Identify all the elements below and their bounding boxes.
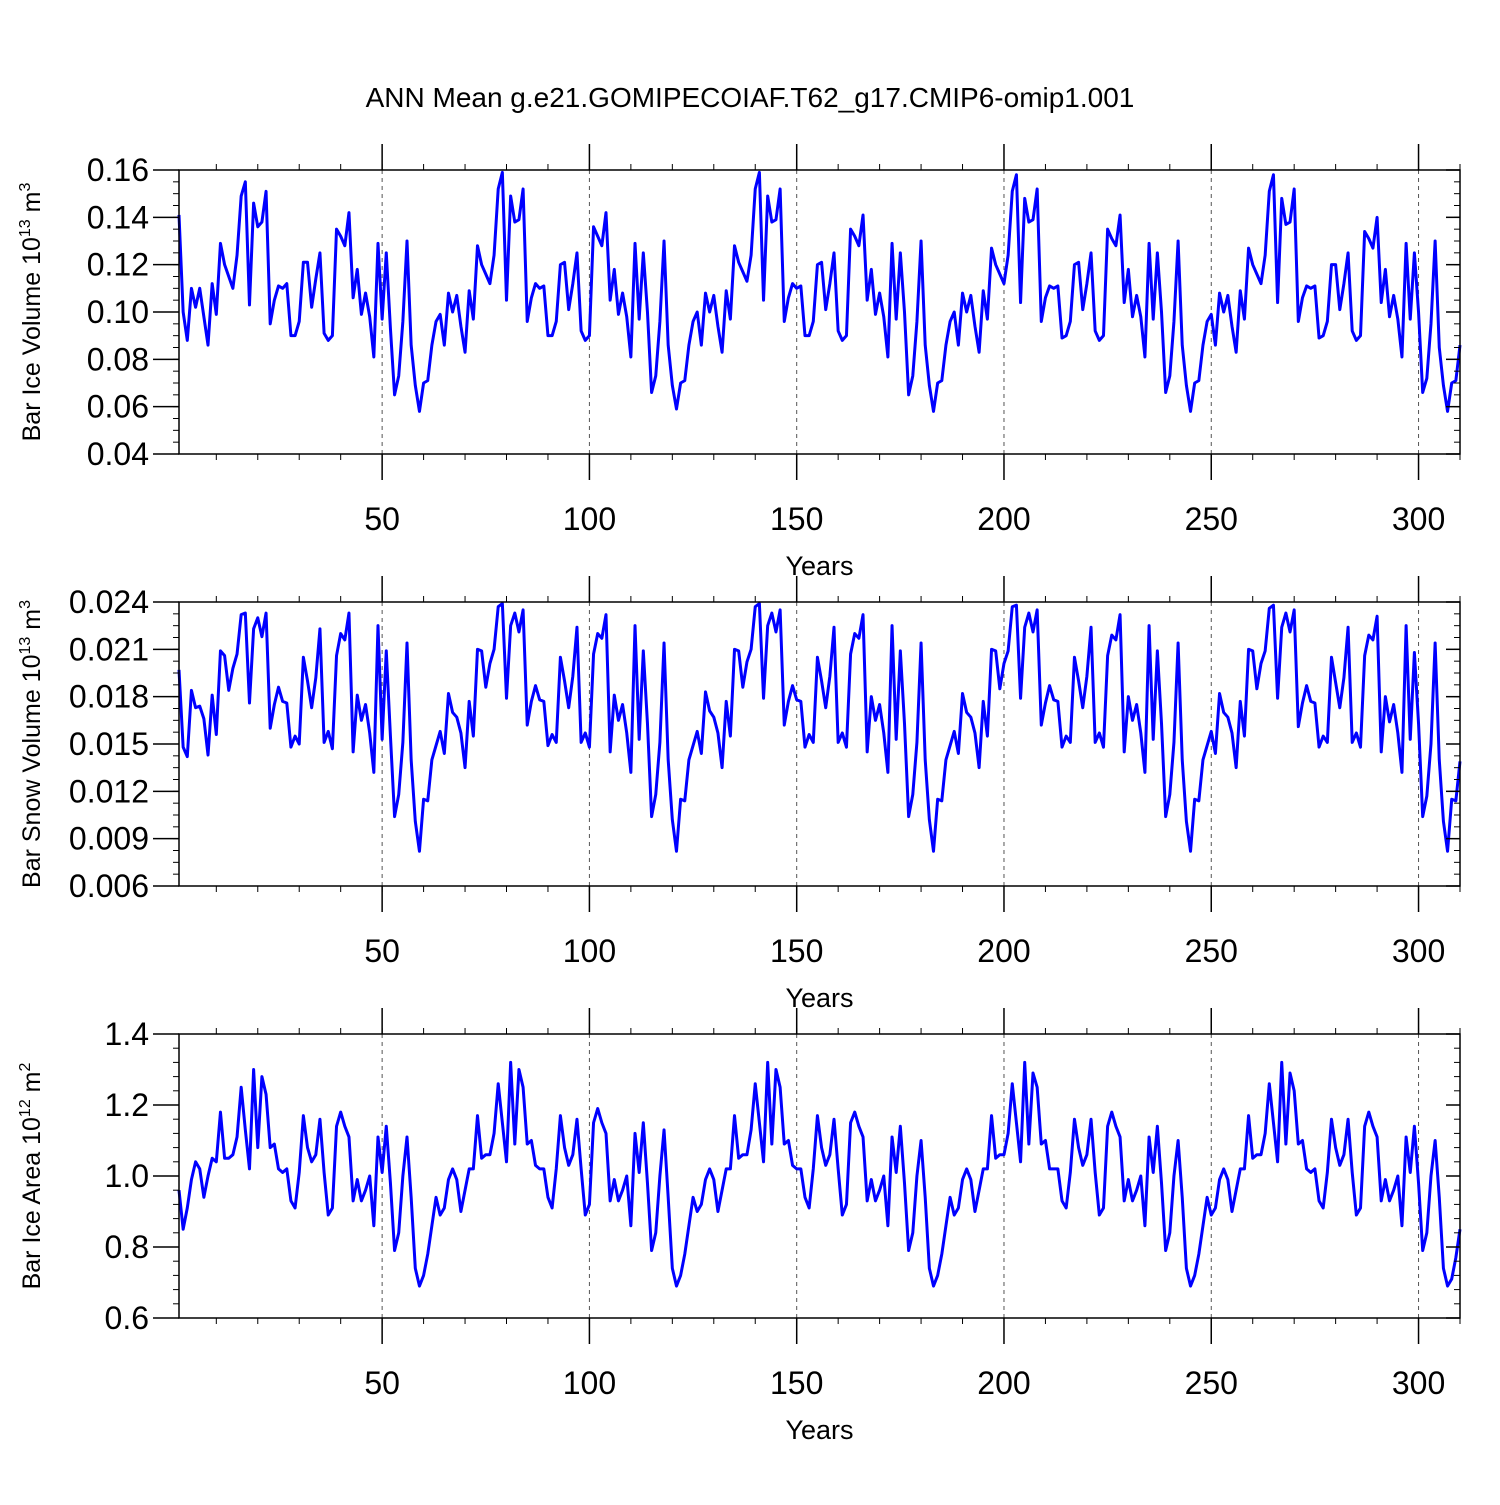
- snow-volume-y-tick-label: 0.006: [69, 868, 149, 904]
- ice-volume-x-axis-title: Years: [785, 551, 853, 581]
- ice-area-x-tick-label: 100: [563, 1365, 616, 1401]
- ice-volume-y-tick-label: 0.10: [87, 294, 149, 330]
- panel-snow-volume: 0.006 0.009 0.012 0.015 0.018 0.021 0.024 50 100…: [17, 576, 1462, 1013]
- snow-volume-y-tick-label: 0.015: [69, 726, 149, 762]
- ice-volume-y-axis-title: Bar Ice Volume 1013 m3: [17, 183, 46, 442]
- ice-volume-y-tick-label: 0.12: [87, 247, 149, 283]
- figure-title: ANN Mean g.e21.GOMIPECOIAF.T62_g17.CMIP6…: [366, 82, 1135, 113]
- panel-ice-volume: 0.04 0.06 0.08 0.10 0.12 0.14 0.16 50 100 150 200 2…: [17, 144, 1462, 581]
- snow-volume-y-tick-label: 0.018: [69, 679, 149, 715]
- ice-area-y-tick-label: 1.2: [105, 1087, 149, 1123]
- ice-volume-x-tick-label: 150: [770, 501, 823, 537]
- snow-volume-y-tick-label: 0.012: [69, 773, 149, 809]
- ice-area-y-tick-label: 1.0: [105, 1158, 149, 1194]
- ice-volume-x-tick-label: 100: [563, 501, 616, 537]
- ice-area-x-tick-label: 200: [977, 1365, 1030, 1401]
- ice-volume-series-line: [177, 170, 1462, 413]
- panel-ice-area: 0.6 0.8 1.0 1.2 1.4 50 100 150 200 250 300 Years Bar…: [17, 1008, 1462, 1445]
- snow-volume-x-tick-label: 50: [364, 933, 400, 969]
- snow-volume-y-tick-label: 0.024: [69, 584, 149, 620]
- ice-area-x-tick-label: 150: [770, 1365, 823, 1401]
- snow-volume-y-axis-title: Bar Snow Volume 1013 m3: [17, 600, 46, 888]
- ice-area-series-line: [177, 1060, 1462, 1288]
- ice-volume-y-tick-label: 0.16: [87, 152, 149, 188]
- ice-area-x-tick-label: 50: [364, 1365, 400, 1401]
- ice-volume-y-tick-label: 0.04: [87, 436, 149, 472]
- ice-volume-y-tick-label: 0.06: [87, 389, 149, 425]
- ice-volume-x-tick-label: 200: [977, 501, 1030, 537]
- ice-area-y-tick-label: 0.6: [105, 1300, 149, 1336]
- snow-volume-x-tick-label: 250: [1185, 933, 1238, 969]
- ice-volume-y-tick-label: 0.14: [87, 199, 149, 235]
- snow-volume-x-tick-label: 200: [977, 933, 1030, 969]
- snow-volume-x-tick-label: 100: [563, 933, 616, 969]
- snow-volume-x-tick-label: 300: [1392, 933, 1445, 969]
- ice-volume-x-tick-label: 50: [364, 501, 400, 537]
- ice-volume-x-tick-label: 250: [1185, 501, 1238, 537]
- ice-area-x-tick-label: 250: [1185, 1365, 1238, 1401]
- ice-area-y-axis-title: Bar Ice Area 1012 m2: [17, 1063, 46, 1290]
- ice-area-y-tick-label: 0.8: [105, 1229, 149, 1265]
- ice-volume-y-tick-label: 0.08: [87, 341, 149, 377]
- ice-area-x-tick-label: 300: [1392, 1365, 1445, 1401]
- ice-area-y-tick-label: 1.4: [105, 1016, 149, 1052]
- snow-volume-x-axis-title: Years: [785, 983, 853, 1013]
- snow-volume-y-tick-label: 0.009: [69, 821, 149, 857]
- ice-area-x-axis-title: Years: [785, 1415, 853, 1445]
- snow-volume-y-tick-label: 0.021: [69, 631, 149, 667]
- snow-volume-x-tick-label: 150: [770, 933, 823, 969]
- ice-volume-x-tick-label: 300: [1392, 501, 1445, 537]
- snow-volume-series-line: [177, 602, 1462, 853]
